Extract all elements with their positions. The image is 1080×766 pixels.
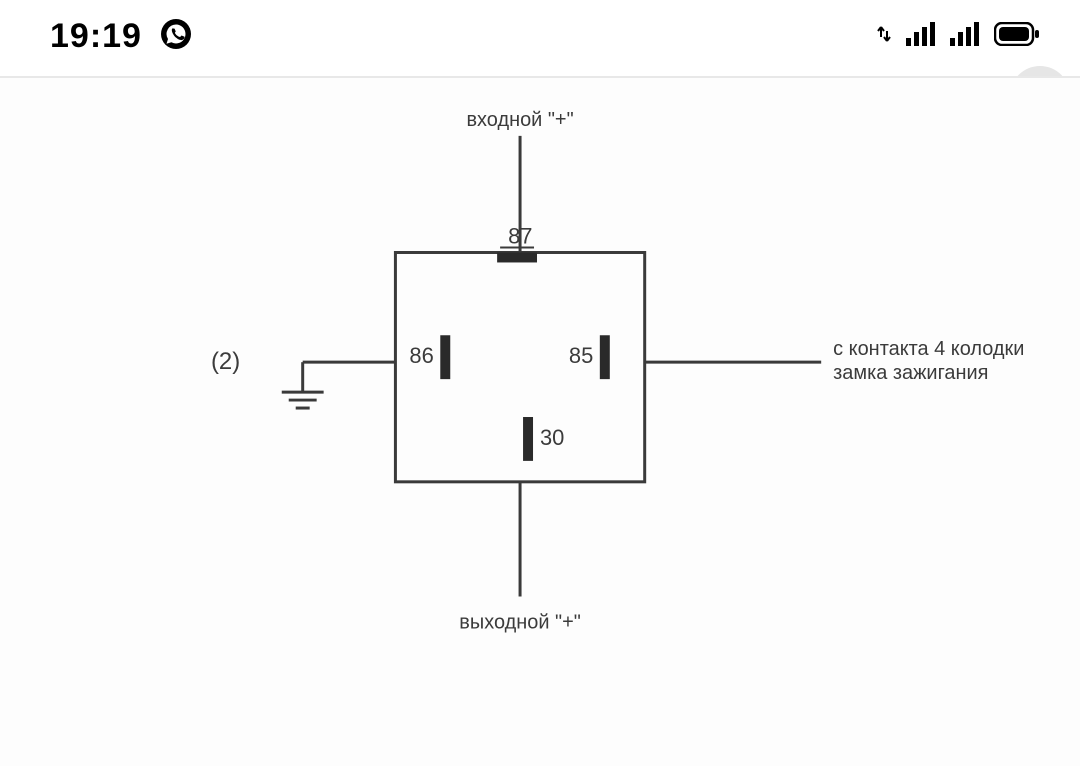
pin-87 (497, 252, 537, 262)
whatsapp-icon (160, 18, 192, 55)
status-bar: 19:19 (0, 0, 1080, 72)
label-input-plus: входной "+" (466, 109, 573, 131)
reference-label: (2) (211, 348, 240, 375)
status-left: 19:19 (50, 17, 192, 56)
data-arrows-icon (876, 24, 892, 49)
pin-86 (440, 335, 450, 379)
label-right-line1: с контакта 4 колодки (833, 338, 1024, 360)
pin-86-label: 86 (409, 343, 433, 368)
pin-85 (600, 335, 610, 379)
relay-diagram: входной "+" выходной "+" с контакта 4 ко… (0, 78, 1080, 766)
diagram-area: входной "+" выходной "+" с контакта 4 ко… (0, 76, 1080, 766)
pin-30 (523, 417, 533, 461)
signal-icon (950, 22, 980, 51)
pin-30-label: 30 (540, 425, 564, 450)
signal-icon (906, 22, 936, 51)
pin-87-label: 87 (508, 224, 532, 249)
label-output-plus: выходной "+" (459, 611, 581, 633)
pin-85-label: 85 (569, 343, 593, 368)
battery-icon (994, 22, 1040, 51)
label-right-line2: замка зажигания (833, 362, 988, 384)
ground-symbol (282, 362, 324, 408)
status-right (876, 22, 1040, 51)
clock: 19:19 (50, 17, 142, 56)
